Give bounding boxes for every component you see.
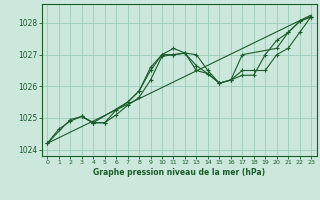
X-axis label: Graphe pression niveau de la mer (hPa): Graphe pression niveau de la mer (hPa): [93, 168, 265, 177]
